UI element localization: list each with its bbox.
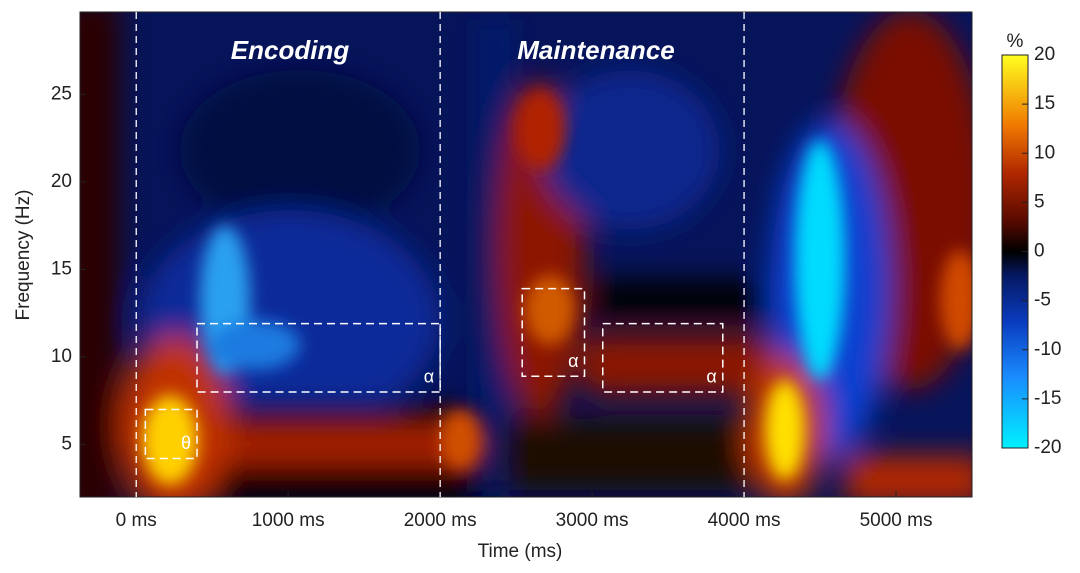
colorbar-tick-label: 0 (1034, 241, 1045, 262)
region-label: α (706, 367, 716, 387)
colorbar-tick-label: -15 (1034, 388, 1061, 409)
region-label: α (568, 351, 578, 371)
region-box (601, 322, 724, 393)
heatmap-blob (142, 395, 198, 485)
x-tick-label: 4000 ms (708, 510, 781, 531)
heatmap-blob (80, 12, 120, 497)
heatmap-blob (210, 320, 300, 370)
heatmap-blob (765, 380, 805, 480)
region-box (521, 287, 586, 377)
colorbar-tick-label: 10 (1034, 142, 1055, 163)
heatmap-blob (845, 455, 972, 497)
x-tick-label: 1000 ms (252, 510, 325, 531)
y-tick-label: 15 (51, 258, 72, 279)
colorbar-tick-label: -20 (1034, 437, 1061, 458)
y-tick-label: 10 (51, 346, 72, 367)
heatmap-blob (500, 420, 750, 490)
heatmap-blob (795, 140, 845, 380)
y-tick-label: 20 (51, 171, 72, 192)
heatmap-blob (590, 280, 780, 320)
x-tick-label: 2000 ms (404, 510, 477, 531)
heatmap-blob (580, 335, 780, 395)
plot-frame (79, 11, 973, 498)
annotation: Maintenance (517, 35, 675, 65)
heatmap (80, 12, 972, 497)
heatmap-blob (180, 70, 420, 230)
colorbar-tick-label: -10 (1034, 339, 1061, 360)
heatmap-blob (940, 250, 972, 350)
heatmap-blob (540, 70, 720, 230)
x-tick-label: 0 ms (116, 510, 157, 531)
y-tick-label: 5 (61, 433, 72, 454)
colorbar-tick-label: 15 (1034, 93, 1055, 114)
heatmap-blob (515, 90, 565, 170)
x-tick-label: 5000 ms (860, 510, 933, 531)
colorbar-label: % (1007, 31, 1024, 52)
colorbar-tick-label: 5 (1034, 191, 1045, 212)
colorbar-tick-label: -5 (1034, 290, 1051, 311)
colorbar-tick-label: 20 (1034, 44, 1055, 65)
heatmap-blob (525, 275, 575, 345)
region-label: α (424, 367, 434, 387)
region-label: θ (181, 433, 191, 453)
x-axis-label: Time (ms) (478, 541, 563, 562)
y-axis-label: Frequency (Hz) (13, 190, 34, 321)
region-box (144, 408, 198, 460)
annotation: Encoding (231, 35, 350, 65)
heatmap-blob (440, 410, 480, 470)
x-tick-label: 3000 ms (556, 510, 629, 531)
region-box (196, 322, 441, 393)
heatmap-blob (210, 425, 480, 465)
y-tick-label: 25 (51, 83, 72, 104)
